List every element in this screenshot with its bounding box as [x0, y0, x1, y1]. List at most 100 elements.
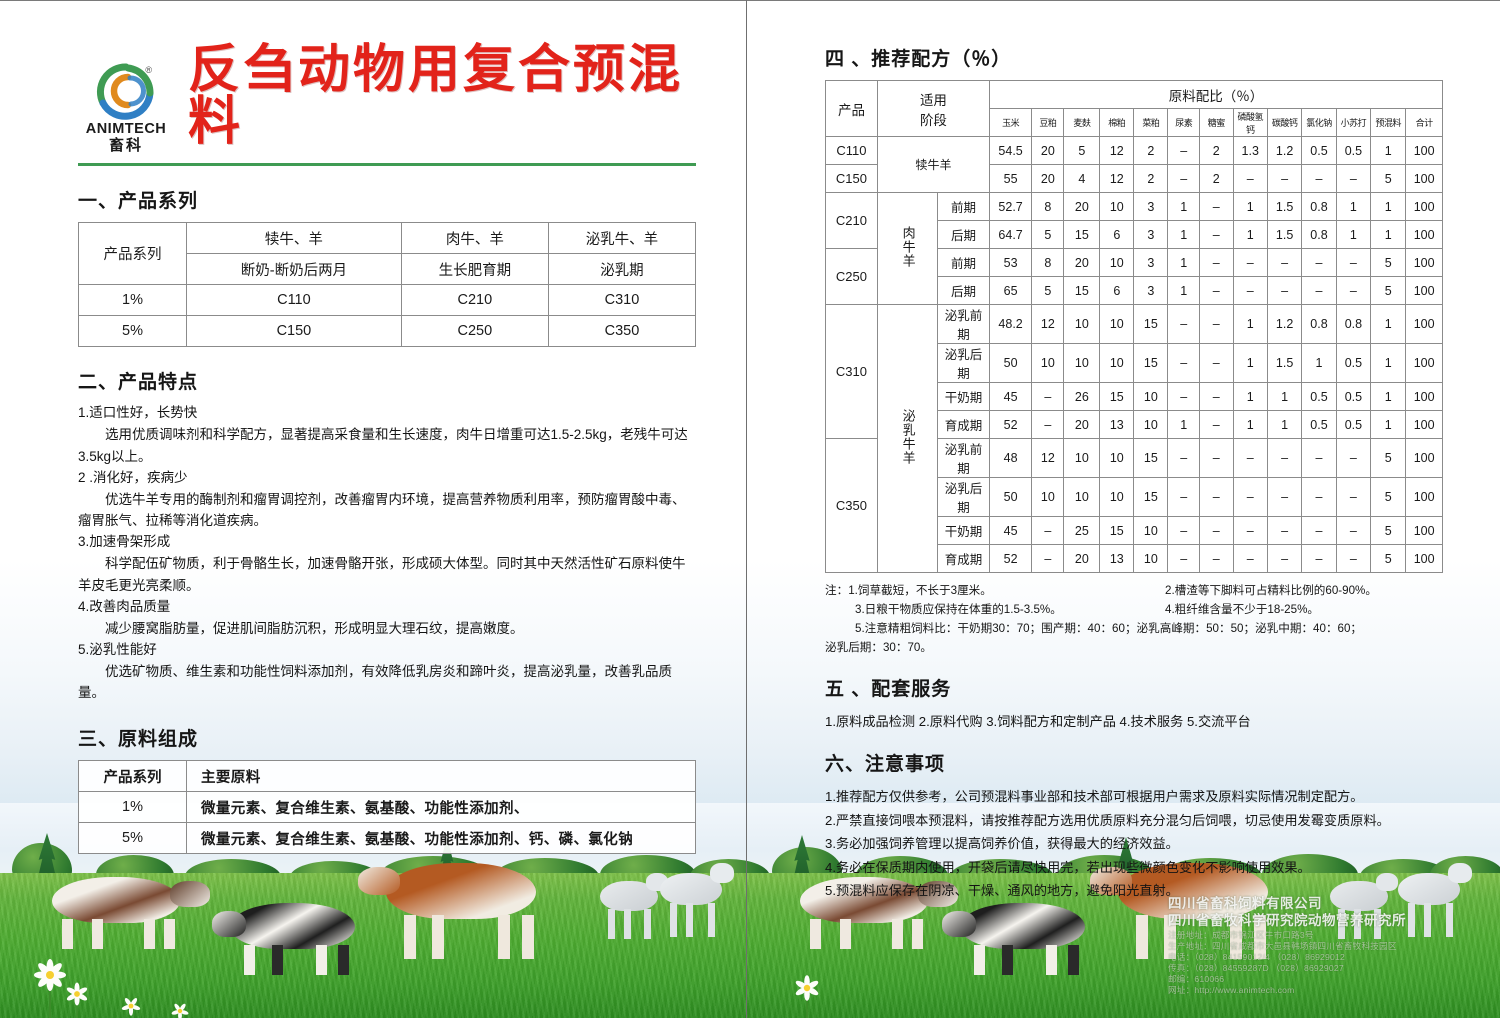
cell-value: 100	[1405, 438, 1443, 478]
note-item-cont: 泌乳后期：30：70。	[825, 641, 932, 655]
cell-value: –	[1335, 438, 1372, 478]
cell-value: 6	[1099, 276, 1135, 305]
cell-value: –	[1199, 438, 1234, 478]
cell-value: 25	[1063, 516, 1101, 545]
cell-value: 0.5	[1335, 382, 1372, 411]
caution-item: 4.务必在保质期内使用，开袋后请尽快用完，若出现些微颜色变化不影响使用效果。	[825, 859, 1311, 875]
cell-value: 50	[988, 343, 1033, 383]
cell-value: –	[1031, 544, 1065, 573]
cell-value: 12	[1099, 164, 1135, 193]
cell-value: 1	[1266, 382, 1303, 411]
cell-value: 5	[1370, 276, 1407, 305]
cell-value: 100	[1405, 343, 1443, 383]
company-contact-block: 四川省畜科饲料有限公司 四川省畜牧科学研究院动物营养研究所 注册地址：成都市锦江…	[1168, 895, 1460, 996]
cell-value: 10	[1133, 382, 1169, 411]
cell-value: 100	[1405, 220, 1443, 249]
cell-value: 5	[1031, 276, 1065, 305]
cell-value: 5	[1370, 248, 1407, 277]
feature-body: 选用优质调味剂和科学配方，显著提高采食量和生长速度，肉牛日增重可达1.5-2.5…	[78, 426, 688, 464]
materials-header-main: 主要原料	[186, 760, 696, 793]
company-name-secondary: 四川省畜牧科学研究院动物营养研究所	[1168, 913, 1406, 929]
cell-value: 0.8	[1301, 304, 1337, 344]
cell-value: –	[1232, 438, 1268, 478]
table-row: 后期 64.7 5 15 6 3 1 – 1 1.5 0.8 1 1 100	[826, 220, 1443, 249]
feature-title: 5.泌乳性能好	[78, 641, 157, 657]
cell-value: –	[1199, 410, 1234, 439]
table-row: 后期 65 5 15 6 3 1 – – – – – 5 100	[826, 276, 1443, 305]
cell-value: 20	[1063, 544, 1101, 573]
cell-value: 48	[988, 438, 1033, 478]
cell-value: –	[1199, 382, 1234, 411]
cell-value: –	[1167, 382, 1201, 411]
cell-value: 100	[1405, 304, 1443, 344]
cell-value: 15	[1133, 343, 1169, 383]
ingredient-header: 预混料	[1370, 108, 1407, 137]
cell-value: 8	[1031, 248, 1065, 277]
cell-value: 1.5	[1266, 192, 1303, 221]
cell-value: –	[1199, 220, 1234, 249]
cell-value: 5	[1063, 136, 1101, 165]
series-level: 1%	[78, 284, 187, 316]
cell-value: 1	[1232, 410, 1268, 439]
cell-value: 13	[1099, 410, 1135, 439]
cell-value: –	[1232, 276, 1268, 305]
table-row: 育成期 52 – 20 13 10 1 – 1 1 0.5 0.5 1 100	[826, 410, 1443, 439]
note-item: 3.日粮干物质应保持在体重的1.5-3.5%。	[855, 603, 1062, 617]
cell-value: 10	[1031, 343, 1065, 383]
cell-value: –	[1232, 477, 1268, 517]
cell-value: 15	[1133, 477, 1169, 517]
company-logo: ® ANIMTECH 畜科	[78, 63, 174, 154]
cell-value: 15	[1133, 304, 1169, 344]
cell-value: 10	[1063, 304, 1101, 344]
stage-label: 泌乳前期	[937, 304, 990, 344]
cell-value: –	[1266, 164, 1303, 193]
table-row: 5% 微量元素、复合维生素、氨基酸、功能性添加剂、钙、磷、氯化钠	[78, 822, 696, 855]
cell-value: 2	[1133, 164, 1169, 193]
recommended-formula-table: 产品 适用 阶段 原料配比（％） 玉米 豆粕 麦麸 棉粕 菜粕 尿素 糖蜜 磷酸氢…	[825, 80, 1444, 573]
stage-label: 后期	[937, 220, 990, 249]
feature-title: 2 .消化好，疾病少	[78, 469, 188, 485]
series-level: 5%	[78, 315, 187, 347]
product-code: C110	[186, 284, 402, 316]
cell-value: 4	[1063, 164, 1101, 193]
cell-value: 10	[1099, 192, 1135, 221]
cell-value: 0.5	[1301, 382, 1337, 411]
cell-value: 10	[1063, 343, 1101, 383]
stage-header: 生长肥育期	[400, 253, 549, 285]
cell-value: 100	[1405, 410, 1443, 439]
pasture-illustration	[0, 803, 1500, 1018]
cell-value: 100	[1405, 276, 1443, 305]
cell-value: –	[1301, 276, 1337, 305]
cell-value: –	[1167, 164, 1201, 193]
table-row: C350 泌乳前期 48 12 10 10 15 – – – – – – 5 1…	[825, 438, 1443, 573]
cell-value: 55	[988, 164, 1033, 193]
cell-value: 2	[1199, 164, 1234, 193]
animal-header: 犊牛、羊	[186, 222, 402, 254]
cell-value: –	[1199, 477, 1234, 517]
cow-holstein	[212, 903, 380, 975]
section-heading-cautions: 六、注意事项	[825, 754, 946, 775]
table-row: 产品系列 犊牛、羊 肉牛、羊 泌乳牛、羊	[78, 222, 697, 285]
cell-value: 15	[1063, 220, 1101, 249]
stage-header: 断奶-断奶后两月	[186, 253, 402, 285]
cell-value: 1	[1167, 410, 1201, 439]
cow-brown-white	[800, 877, 960, 949]
section-heading-product-series: 一、产品系列	[78, 191, 199, 212]
cell-value: 10	[1133, 544, 1169, 573]
cell-value: –	[1301, 438, 1337, 478]
cell-value: 1	[1370, 410, 1407, 439]
cell-value: –	[1167, 343, 1201, 383]
cell-value: 10	[1133, 516, 1169, 545]
cell-value: 3	[1133, 276, 1169, 305]
cell-value: 10	[1099, 438, 1135, 478]
note-row: 3.日粮干物质应保持在体重的1.5-3.5%。 4.粗纤维含量不少于18-25%…	[825, 600, 1443, 619]
feature-body: 减少腰窝脂肪量，促进肌间脂肪沉积，形成明显大理石纹，提高嫩度。	[105, 620, 524, 636]
stage-label: 泌乳后期	[937, 477, 990, 517]
top-border	[0, 0, 1500, 1]
cell-value: 2	[1199, 136, 1234, 165]
product-code: C150	[825, 164, 878, 193]
cell-value: 1	[1232, 192, 1268, 221]
cell-value: 1	[1370, 136, 1407, 165]
cell-value: 100	[1405, 192, 1443, 221]
